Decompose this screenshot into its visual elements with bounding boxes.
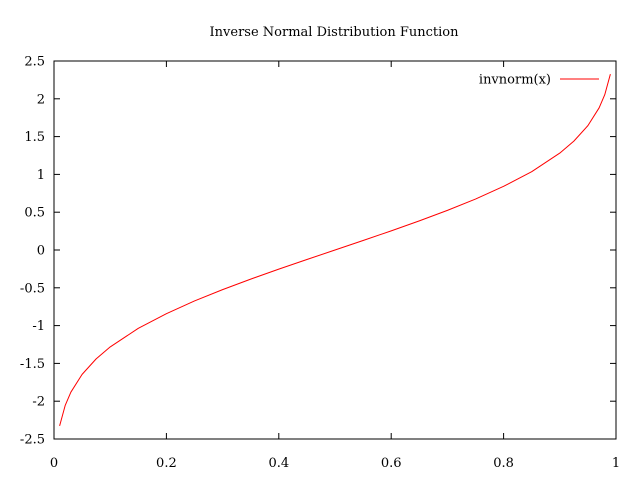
series-line <box>59 74 611 426</box>
y-tick-label: 2.5 <box>24 55 45 70</box>
y-tick-label: -0.5 <box>20 281 45 296</box>
x-tick-label: 0.4 <box>268 456 289 471</box>
legend-label: invnorm(x) <box>479 73 551 88</box>
x-tick-label: 0.6 <box>381 456 402 471</box>
y-tick-label: -1.5 <box>20 357 45 372</box>
y-tick-label: 1.5 <box>24 130 45 145</box>
y-tick-label: 0 <box>37 244 45 259</box>
x-tick-label: 0.2 <box>156 456 177 471</box>
y-tick-label: -1 <box>32 319 45 334</box>
y-tick-label: 1 <box>37 168 45 183</box>
y-tick-label: -2.5 <box>20 433 45 448</box>
series-layer <box>59 74 611 426</box>
chart-title: Inverse Normal Distribution Function <box>210 25 460 40</box>
x-tick-label: 0.8 <box>493 456 514 471</box>
legend: invnorm(x) <box>479 73 599 88</box>
y-tick-label: 2 <box>37 92 45 107</box>
x-tick-label: 1 <box>612 456 620 471</box>
y-axis: -2.5 -2 -1.5 -1 -0.5 0 0.5 1 1.5 2 2.5 <box>20 55 616 448</box>
x-tick-label: 0 <box>50 456 58 471</box>
y-tick-label: -2 <box>32 395 45 410</box>
x-axis: 0 0.2 0.4 0.6 0.8 1 <box>50 61 620 471</box>
y-tick-label: 0.5 <box>24 206 45 221</box>
